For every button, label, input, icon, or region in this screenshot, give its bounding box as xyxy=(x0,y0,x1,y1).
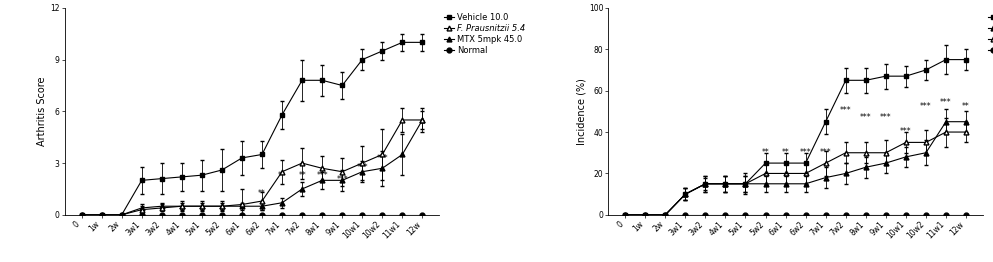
Text: ***: *** xyxy=(337,175,348,184)
Text: ***: *** xyxy=(860,113,872,122)
Text: **: ** xyxy=(781,148,789,157)
Legend: Vehicle 10.0, F. Prausnitzii 5.4, MTX 5mpk 45.0, Normal: Vehicle 10.0, F. Prausnitzii 5.4, MTX 5m… xyxy=(444,12,526,56)
Text: **: ** xyxy=(258,189,266,198)
Text: ***: *** xyxy=(356,163,368,172)
Text: ***: *** xyxy=(900,127,912,136)
Text: **: ** xyxy=(962,102,970,111)
Y-axis label: Arthritis Score: Arthritis Score xyxy=(38,77,48,146)
Text: ***: *** xyxy=(840,106,852,116)
Legend: Vehicle 10.0, MTX 5mpk 45.0, F. Prausnitzii 5.4, Normal: Vehicle 10.0, MTX 5mpk 45.0, F. Prausnit… xyxy=(987,12,993,56)
Text: ***: *** xyxy=(921,102,931,111)
Text: ***: *** xyxy=(376,154,388,163)
Y-axis label: Incidence (%): Incidence (%) xyxy=(576,78,586,145)
Text: ***: *** xyxy=(820,148,831,157)
Text: ***: *** xyxy=(880,113,892,122)
Text: **: ** xyxy=(278,171,286,180)
Text: ***: *** xyxy=(317,171,328,180)
Text: ***: *** xyxy=(940,98,952,107)
Text: **: ** xyxy=(298,171,306,180)
Text: ***: *** xyxy=(799,148,811,157)
Text: **: ** xyxy=(762,148,770,157)
